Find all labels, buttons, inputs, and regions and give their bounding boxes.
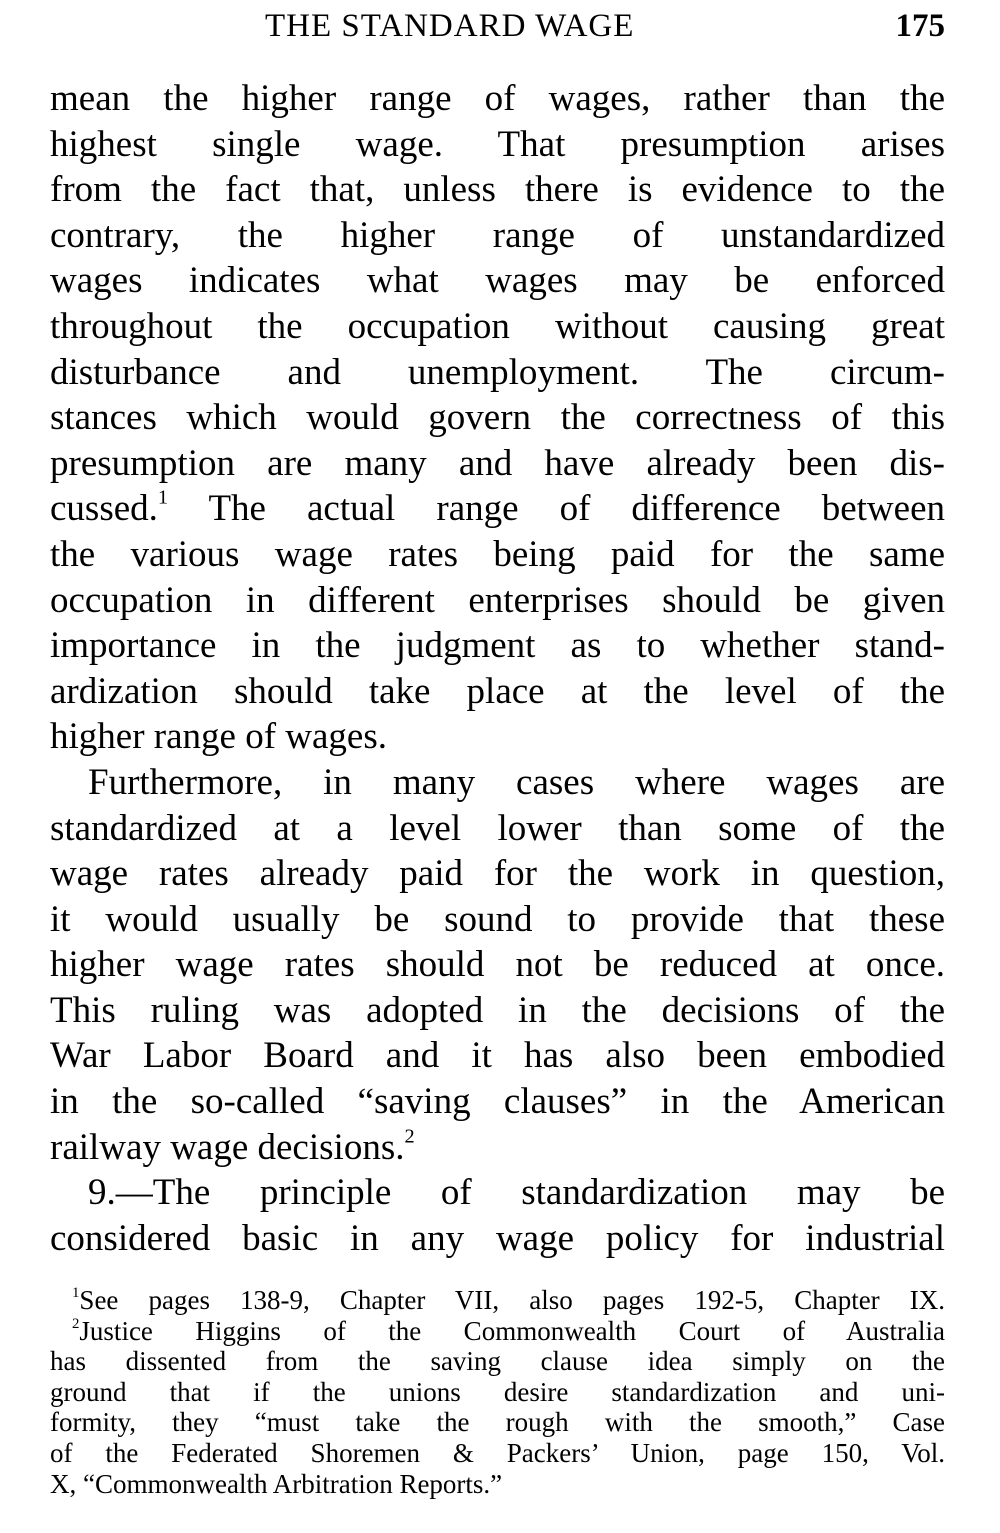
text-line: This ruling was adopted in the decisions… — [50, 988, 945, 1034]
line-text: formity, they “must take the rough with … — [50, 1407, 945, 1438]
line-text: the various wage rates being paid for th… — [50, 533, 945, 575]
line-text: standardized at a level lower than some … — [50, 807, 945, 849]
text-line: cussed.1 The actual range of difference … — [50, 486, 945, 532]
text-line: 9.—The principle of standardization may … — [50, 1170, 945, 1216]
line-text: occupation in different enterprises shou… — [50, 579, 945, 621]
text-line: throughout the occupation without causin… — [50, 304, 945, 350]
text-line: Furthermore, in many cases where wages a… — [50, 760, 945, 806]
line-text: contrary, the higher range of unstandard… — [50, 214, 945, 256]
line-text: cussed. — [50, 488, 158, 530]
text-line: ardization should take place at the leve… — [50, 669, 945, 715]
text-line: from the fact that, unless there is evid… — [50, 167, 945, 213]
text-line: presumption are many and have already be… — [50, 441, 945, 487]
text-line: considered basic in any wage policy for … — [50, 1216, 945, 1262]
line-text: Justice Higgins of the Commonwealth Cour… — [79, 1315, 945, 1346]
body-text: mean the higher range of wages, rather t… — [50, 76, 945, 1261]
footnote-marker: 1 — [72, 1285, 80, 1302]
line-text: it would usually be sound to provide tha… — [50, 898, 945, 940]
footnote-line: 1See pages 138-9, Chapter VII, also page… — [50, 1285, 945, 1316]
text-line: contrary, the higher range of unstandard… — [50, 213, 945, 259]
line-text: from the fact that, unless there is evid… — [50, 169, 945, 211]
line-text: railway wage decisions. — [50, 1126, 405, 1168]
footnote-line: has dissented from the saving clause ide… — [50, 1346, 945, 1377]
footnote-marker: 2 — [72, 1315, 80, 1332]
line-text: highest single wage. That presumption ar… — [50, 123, 945, 165]
text-line: higher wage rates should not be reduced … — [50, 942, 945, 988]
text-line: it would usually be sound to provide tha… — [50, 897, 945, 943]
footnote-line: of the Federated Shoremen & Packers’ Uni… — [50, 1438, 945, 1469]
text-line: railway wage decisions.2 — [50, 1125, 945, 1171]
text-line: importance in the judgment as to whether… — [50, 623, 945, 669]
line-text: of the Federated Shoremen & Packers’ Uni… — [50, 1437, 945, 1468]
text-line: higher range of wages. — [50, 714, 945, 760]
footnotes: 1See pages 138-9, Chapter VII, also page… — [50, 1285, 945, 1499]
text-line: in the so-called “saving clauses” in the… — [50, 1079, 945, 1125]
line-text: considered basic in any wage policy for … — [50, 1217, 945, 1259]
running-header: THE STANDARD WAGE 175 — [50, 8, 945, 54]
line-text: wages indicates what wages may be enforc… — [50, 260, 945, 302]
running-title: THE STANDARD WAGE — [265, 8, 635, 44]
line-text: See pages 138-9, Chapter VII, also pages… — [79, 1285, 945, 1315]
text-line: mean the higher range of wages, rather t… — [50, 76, 945, 122]
text-line: disturbance and unemployment. The circum… — [50, 350, 945, 396]
text-line: wage rates already paid for the work in … — [50, 851, 945, 897]
page-number: 175 — [895, 8, 946, 44]
line-text: wage rates already paid for the work in … — [50, 853, 945, 895]
line-text-continued: The actual range of difference between — [168, 488, 945, 530]
line-text: throughout the occupation without causin… — [50, 305, 945, 347]
text-line: standardized at a level lower than some … — [50, 806, 945, 852]
footnote-line: 2Justice Higgins of the Commonwealth Cou… — [50, 1316, 945, 1347]
line-text: importance in the judgment as to whether… — [50, 625, 945, 667]
line-text: Furthermore, in many cases where wages a… — [88, 761, 945, 803]
line-text: War Labor Board and it has also been emb… — [50, 1035, 945, 1077]
text-line: the various wage rates being paid for th… — [50, 532, 945, 578]
line-text: X, “Commonwealth Arbitration Reports.” — [50, 1468, 503, 1499]
footnote-line: ground that if the unions desire standar… — [50, 1377, 945, 1408]
line-text: This ruling was adopted in the decisions… — [50, 989, 945, 1031]
line-text: ardization should take place at the leve… — [50, 670, 945, 712]
line-text: higher range of wages. — [50, 716, 387, 758]
text-line: stances which would govern the correctne… — [50, 395, 945, 441]
text-line: War Labor Board and it has also been emb… — [50, 1033, 945, 1079]
text-line: wages indicates what wages may be enforc… — [50, 258, 945, 304]
text-line: occupation in different enterprises shou… — [50, 578, 945, 624]
text-line: highest single wage. That presumption ar… — [50, 122, 945, 168]
line-text: ground that if the unions desire standar… — [50, 1376, 945, 1407]
line-text: 9.—The principle of standardization may … — [88, 1172, 945, 1214]
footnote-line: X, “Commonwealth Arbitration Reports.” — [50, 1469, 945, 1500]
line-text: mean the higher range of wages, rather t… — [50, 78, 945, 119]
footnote-reference: 2 — [404, 1125, 415, 1148]
line-text: has dissented from the saving clause ide… — [50, 1346, 945, 1377]
line-text: presumption are many and have already be… — [50, 442, 945, 484]
footnote-reference: 1 — [157, 487, 169, 510]
line-text: disturbance and unemployment. The circum… — [50, 351, 945, 393]
line-text: in the so-called “saving clauses” in the… — [50, 1081, 945, 1123]
line-text: stances which would govern the correctne… — [50, 397, 945, 439]
line-text: higher wage rates should not be reduced … — [50, 944, 945, 986]
footnote-line: formity, they “must take the rough with … — [50, 1407, 945, 1438]
